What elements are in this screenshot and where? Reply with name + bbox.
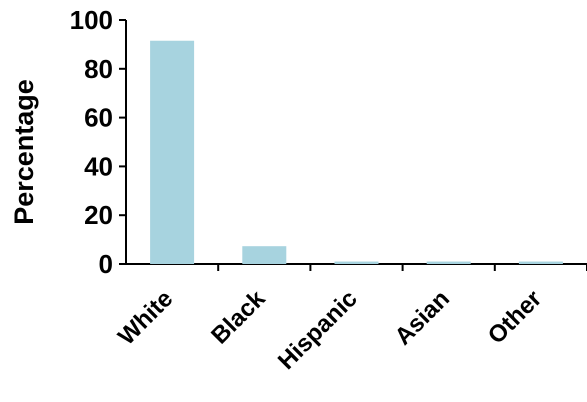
axes	[125, 20, 587, 265]
y-tick-label: 20	[84, 200, 113, 230]
x-tick-label: Asian	[390, 285, 455, 350]
x-ticks: White Black Hispanic Asian Other	[113, 264, 587, 375]
y-tick-label: 0	[99, 249, 113, 279]
x-tick-label: Black	[206, 285, 271, 350]
x-tick-label: White	[113, 285, 178, 350]
x-tick-label: Hispanic	[273, 285, 363, 375]
y-tick-label: 100	[70, 5, 113, 35]
bar-asian	[426, 261, 471, 264]
bar-hispanic	[334, 261, 379, 264]
y-axis-title: Percentage	[9, 79, 39, 225]
x-tick-label: Other	[483, 285, 547, 349]
bar-other	[518, 261, 563, 264]
bar-black	[242, 246, 287, 264]
bars	[150, 40, 563, 264]
y-tick-label: 60	[84, 103, 113, 133]
y-ticks: 0 20 40 60 80 100	[70, 5, 126, 279]
y-tick-label: 40	[84, 151, 113, 181]
bar-white	[150, 40, 195, 264]
y-tick-label: 80	[84, 54, 113, 84]
